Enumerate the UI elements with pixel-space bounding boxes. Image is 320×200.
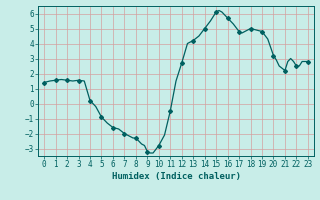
X-axis label: Humidex (Indice chaleur): Humidex (Indice chaleur): [111, 172, 241, 181]
